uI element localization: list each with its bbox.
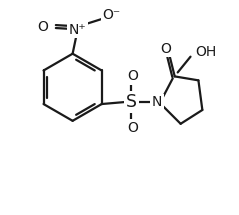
Text: O⁻: O⁻ <box>102 8 120 22</box>
Text: O: O <box>127 121 138 135</box>
Text: O: O <box>127 69 138 83</box>
Text: S: S <box>126 93 137 111</box>
Text: O: O <box>160 42 171 56</box>
Text: OH: OH <box>196 45 217 59</box>
Text: O: O <box>38 20 49 34</box>
Text: N: N <box>152 95 162 109</box>
Text: N⁺: N⁺ <box>69 23 86 37</box>
